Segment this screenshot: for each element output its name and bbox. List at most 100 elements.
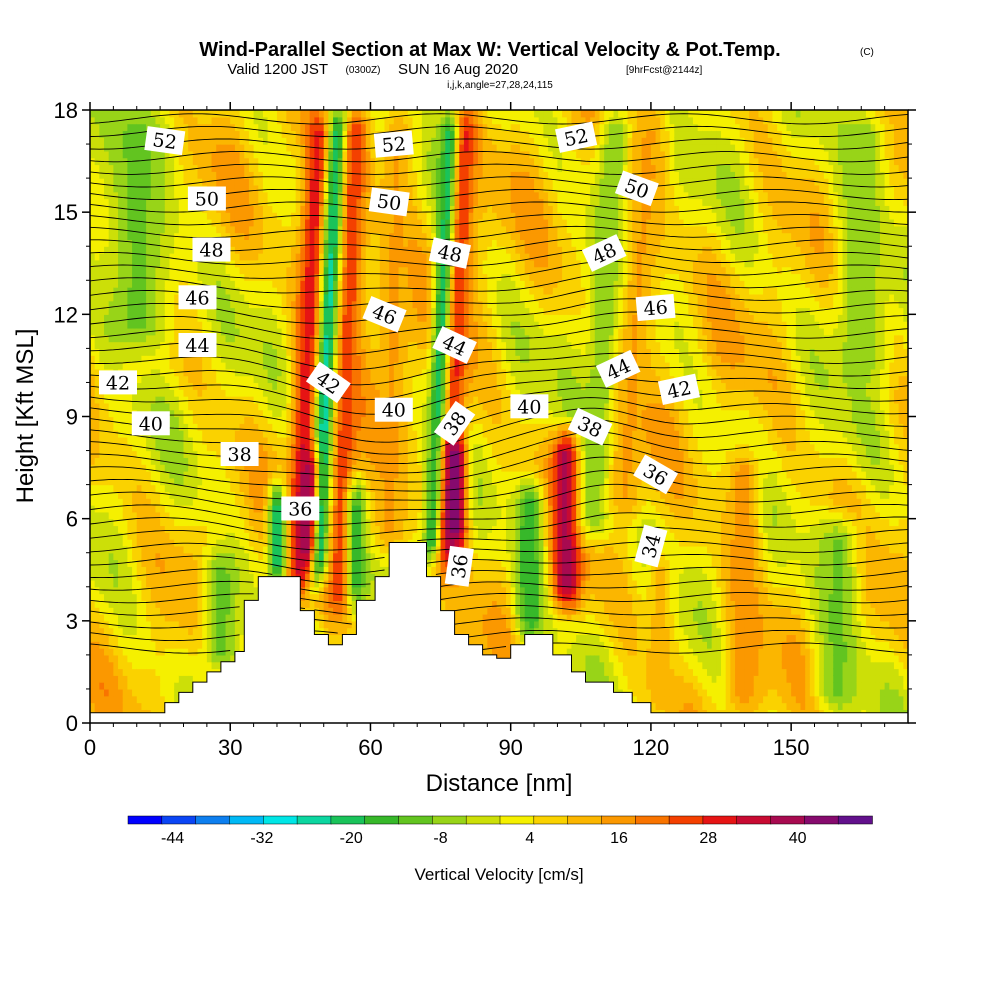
- velocity-cell: [141, 225, 147, 234]
- velocity-cell: [94, 253, 100, 261]
- velocity-cell: [132, 607, 138, 615]
- velocity-cell: [225, 362, 231, 370]
- velocity-cell: [342, 246, 348, 254]
- velocity-cell: [150, 150, 157, 159]
- velocity-cell: [94, 137, 100, 145]
- velocity-cell: [300, 334, 306, 343]
- velocity-cell: [90, 641, 96, 649]
- velocity-cell: [136, 362, 143, 370]
- velocity-cell: [230, 600, 236, 608]
- velocity-cell: [244, 171, 250, 179]
- velocity-cell: [118, 682, 124, 690]
- velocity-cell: [104, 525, 110, 533]
- velocity-cell: [188, 620, 194, 629]
- velocity-cell: [290, 525, 297, 533]
- velocity-cell: [234, 280, 241, 288]
- velocity-cell: [122, 668, 128, 676]
- velocity-cell: [286, 443, 292, 452]
- velocity-cell: [155, 382, 161, 390]
- velocity-cell: [230, 614, 236, 622]
- velocity-cell: [220, 307, 227, 315]
- velocity-cell: [262, 164, 269, 172]
- velocity-cell: [216, 307, 222, 315]
- velocity-cell: [333, 566, 339, 574]
- velocity-cell: [90, 688, 96, 697]
- velocity-cell: [300, 110, 306, 118]
- velocity-cell: [122, 178, 128, 186]
- velocity-cell: [337, 477, 344, 486]
- velocity-cell: [248, 409, 255, 418]
- velocity-cell: [258, 375, 264, 384]
- velocity-cell: [188, 430, 194, 438]
- velocity-cell: [99, 287, 105, 295]
- velocity-cell: [220, 627, 227, 636]
- velocity-cell: [323, 144, 329, 152]
- velocity-cell: [225, 300, 231, 309]
- velocity-cell: [342, 212, 348, 220]
- velocity-cell: [192, 477, 199, 486]
- velocity-cell: [183, 396, 189, 404]
- velocity-cell: [206, 430, 213, 438]
- velocity-cell: [202, 641, 208, 649]
- velocity-cell: [319, 498, 325, 506]
- velocity-cell: [174, 293, 180, 302]
- velocity-cell: [108, 144, 114, 152]
- velocity-cell: [122, 511, 128, 520]
- velocity-cell: [309, 552, 315, 561]
- velocity-cell: [281, 266, 287, 275]
- velocity-cell: [94, 525, 100, 533]
- velocity-cell: [206, 307, 213, 315]
- velocity-cell: [314, 314, 320, 322]
- velocity-cell: [160, 505, 166, 513]
- velocity-cell: [178, 600, 185, 608]
- velocity-cell: [253, 525, 259, 533]
- velocity-cell: [104, 348, 110, 356]
- velocity-cell: [155, 246, 161, 254]
- velocity-cell: [319, 457, 325, 465]
- velocity-cell: [146, 341, 152, 349]
- velocity-cell: [108, 110, 114, 118]
- velocity-cell: [281, 389, 287, 397]
- velocity-cell: [99, 266, 105, 275]
- velocity-cell: [206, 648, 213, 656]
- velocity-cell: [183, 280, 189, 288]
- velocity-cell: [188, 144, 194, 152]
- velocity-cell: [216, 266, 222, 275]
- velocity-cell: [309, 539, 315, 547]
- velocity-cell: [276, 375, 283, 384]
- velocity-cell: [146, 355, 152, 363]
- velocity-cell: [160, 620, 166, 629]
- velocity-cell: [248, 164, 255, 172]
- velocity-cell: [220, 321, 227, 329]
- velocity-cell: [262, 518, 269, 527]
- velocity-cell: [272, 205, 278, 213]
- velocity-cell: [314, 620, 320, 629]
- velocity-cell: [225, 212, 231, 220]
- velocity-cell: [178, 280, 185, 288]
- velocity-cell: [122, 341, 128, 349]
- velocity-cell: [267, 450, 273, 458]
- velocity-cell: [253, 396, 259, 404]
- velocity-cell: [286, 266, 292, 275]
- velocity-cell: [150, 116, 157, 125]
- velocity-cell: [295, 382, 301, 390]
- velocity-cell: [197, 157, 203, 166]
- velocity-cell: [108, 178, 114, 186]
- velocity-cell: [188, 443, 194, 452]
- velocity-cell: [216, 525, 222, 533]
- velocity-cell: [262, 470, 269, 479]
- velocity-cell: [132, 259, 138, 268]
- velocity-cell: [118, 293, 124, 302]
- velocity-cell: [267, 470, 273, 479]
- velocity-cell: [178, 239, 185, 247]
- velocity-cell: [337, 634, 344, 642]
- velocity-cell: [188, 321, 194, 329]
- velocity-cell: [183, 593, 189, 601]
- velocity-cell: [258, 396, 264, 404]
- velocity-cell: [122, 246, 128, 254]
- velocity-cell: [136, 375, 143, 384]
- velocity-cell: [216, 423, 222, 431]
- velocity-cell: [281, 450, 287, 458]
- velocity-cell: [295, 443, 301, 452]
- velocity-cell: [178, 566, 185, 574]
